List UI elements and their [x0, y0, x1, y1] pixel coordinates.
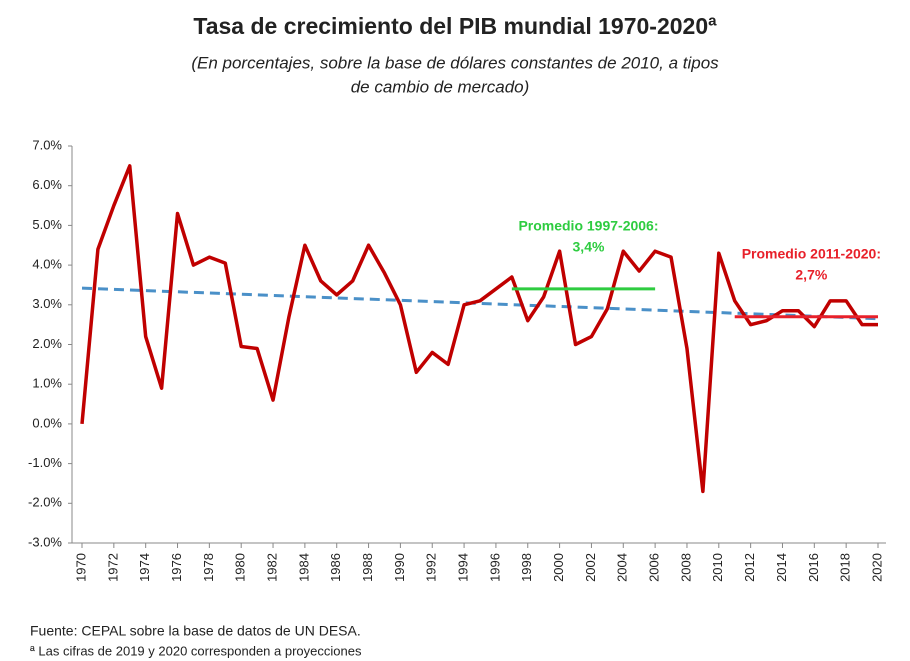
trend-line — [81, 286, 879, 321]
y-tick-label: 4.0% — [32, 257, 62, 272]
x-tick-label: 2018 — [838, 553, 853, 582]
average-label: Promedio 1997-2006: — [518, 218, 658, 234]
x-tick-label: 2000 — [551, 553, 566, 582]
y-tick-label: -1.0% — [28, 455, 62, 470]
x-tick-label: 1978 — [201, 553, 216, 582]
subtitle: (En porcentajes, sobre la base de dólare… — [191, 53, 719, 72]
x-tick-label: 2006 — [647, 553, 662, 582]
x-tick-label: 1996 — [487, 553, 502, 582]
average-label: 2,7% — [795, 266, 827, 282]
data-line — [80, 164, 878, 494]
x-tick-label: 2014 — [774, 553, 789, 582]
x-tick-label: 2004 — [615, 553, 630, 582]
x-tick-label: 1986 — [328, 553, 343, 582]
chart-title: Tasa de crecimiento del PIB mundial 1970… — [193, 13, 717, 39]
y-tick-label: -3.0% — [28, 534, 62, 549]
y-tick-label: 1.0% — [32, 376, 62, 391]
average-label: 3,4% — [573, 239, 605, 255]
x-tick-label: 2016 — [806, 553, 821, 582]
x-tick-label: 1982 — [264, 553, 279, 582]
x-tick-label: 1984 — [296, 553, 311, 582]
x-tick-label: 1990 — [392, 553, 407, 582]
x-tick-label: 1980 — [233, 553, 248, 582]
y-tick-label: 5.0% — [32, 217, 62, 232]
footnote: ª Las cifras de 2019 y 2020 corresponden… — [30, 643, 362, 658]
y-tick-label: 6.0% — [32, 177, 62, 192]
y-tick-label: 3.0% — [32, 296, 62, 311]
average-label: Promedio 2011-2020: — [742, 245, 881, 261]
x-tick-label: 1992 — [424, 553, 439, 582]
x-tick-label: 1998 — [519, 553, 534, 582]
y-tick-label: 7.0% — [32, 137, 62, 152]
x-tick-label: 2002 — [583, 553, 598, 582]
x-tick-label: 1972 — [105, 553, 120, 582]
y-tick-label: 0.0% — [32, 415, 62, 430]
x-tick-label: 1976 — [169, 553, 184, 582]
x-tick-label: 1988 — [360, 553, 375, 582]
x-tick-label: 1970 — [73, 553, 88, 582]
x-tick-label: 2008 — [678, 553, 693, 582]
x-tick-label: 1974 — [137, 553, 152, 582]
subtitle: de cambio de mercado) — [351, 77, 530, 96]
x-tick-label: 2010 — [710, 553, 725, 582]
x-tick-label: 2020 — [869, 553, 884, 582]
x-tick-label: 1994 — [456, 553, 471, 582]
y-tick-label: 2.0% — [32, 336, 62, 351]
y-tick-label: -2.0% — [28, 495, 62, 510]
x-tick-label: 2012 — [742, 553, 757, 582]
footnote: Fuente: CEPAL sobre la base de datos de … — [30, 623, 361, 639]
